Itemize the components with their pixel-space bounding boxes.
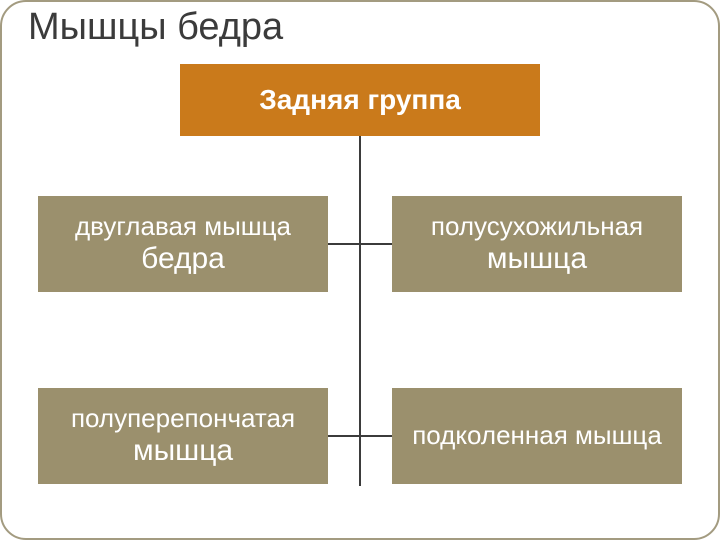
page-title: Мышцы бедра: [28, 6, 283, 49]
connector-row2: [328, 435, 392, 437]
child-label-line1: полусухожильная: [431, 212, 643, 242]
child-label-line2: бедра: [75, 242, 291, 277]
child-node-semitendinosus: полусухожильная мышца: [392, 196, 682, 292]
child-label-line2: мышца: [431, 242, 643, 277]
root-node: Задняя группа: [180, 64, 540, 136]
connector-vertical: [359, 136, 361, 486]
child-label-line1: подколенная мышца: [412, 421, 662, 451]
child-label-line2: мышца: [71, 434, 295, 469]
connector-row1: [328, 243, 392, 245]
child-label-line1: полуперепончатая: [71, 404, 295, 434]
root-node-label: Задняя группа: [259, 84, 461, 116]
child-node-biceps-femoris: двуглавая мышца бедра: [38, 196, 328, 292]
child-node-popliteus: подколенная мышца: [392, 388, 682, 484]
child-node-semimembranosus: полуперепончатая мышца: [38, 388, 328, 484]
child-label-line1: двуглавая мышца: [75, 212, 291, 242]
